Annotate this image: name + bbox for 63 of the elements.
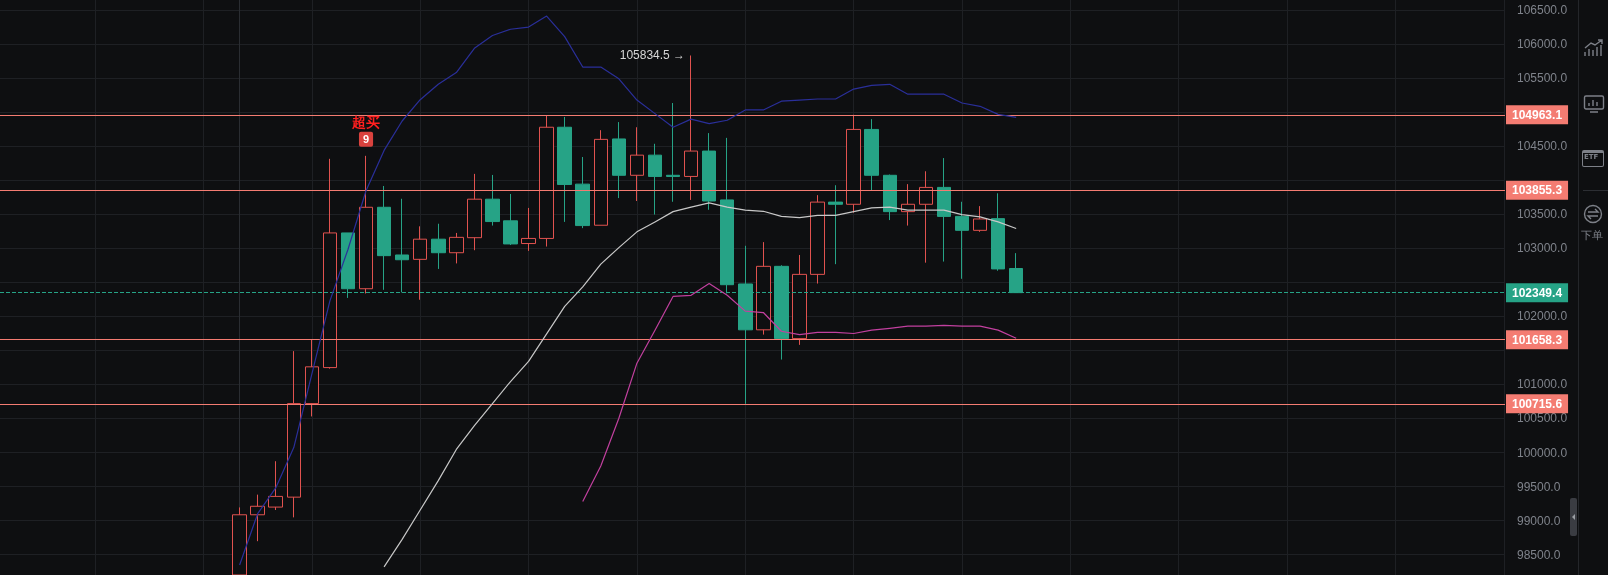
candlestick <box>287 350 301 518</box>
candlestick <box>268 460 283 511</box>
candlestick <box>395 198 409 293</box>
candlestick <box>666 102 680 203</box>
candlestick <box>702 132 716 211</box>
candlestick <box>413 225 427 301</box>
y-tick-label: 105500.0 <box>1517 71 1568 86</box>
y-tick-label: 106000.0 <box>1517 37 1568 52</box>
candlestick <box>756 241 771 336</box>
candlestick <box>250 494 265 542</box>
candlestick <box>864 118 879 192</box>
y-tick-label: 99500.0 <box>1517 479 1561 494</box>
candlestick <box>846 114 861 214</box>
y-tick-label: 103500.0 <box>1517 207 1568 222</box>
annotation: 9 <box>362 133 370 146</box>
candlestick <box>612 121 626 199</box>
candlestick <box>594 129 608 226</box>
candlestick <box>919 170 933 264</box>
candlestick <box>539 115 554 248</box>
y-tick-label: 103000.0 <box>1517 241 1568 256</box>
candlestick <box>973 205 987 233</box>
ref-line-label: 102349.4 <box>1512 285 1563 300</box>
ref-line-label: 103855.3 <box>1512 183 1563 198</box>
candlestick <box>648 143 662 216</box>
candlestick <box>521 207 536 252</box>
candlestick <box>883 174 897 221</box>
candlestick <box>503 193 518 246</box>
candlestick <box>630 126 644 202</box>
candlestick <box>575 156 590 229</box>
candlestick <box>792 254 807 346</box>
y-tick-label: 100500.0 <box>1517 411 1568 426</box>
candlestick <box>359 155 373 294</box>
line-series <box>582 282 1017 503</box>
candlestick <box>828 184 843 265</box>
candlestick <box>431 223 446 270</box>
y-tick-label: 100000.0 <box>1517 445 1568 460</box>
candlestick <box>485 174 500 227</box>
candlestick <box>305 338 319 417</box>
candlestick <box>810 194 825 285</box>
candlestick <box>684 54 698 201</box>
ref-line-label: 104963.1 <box>1512 107 1563 122</box>
candlestick <box>377 185 391 291</box>
y-tick-label: 102000.0 <box>1517 309 1568 324</box>
y-tick-label: 99000.0 <box>1517 513 1561 528</box>
candlestick <box>449 232 464 264</box>
candlestick <box>232 506 247 575</box>
candlestick <box>937 157 951 263</box>
ref-line-label: 100715.6 <box>1512 396 1563 411</box>
candlestick <box>467 173 482 251</box>
candlestick <box>991 192 1005 272</box>
text: 下单 <box>1581 228 1603 243</box>
y-tick-label: 101000.0 <box>1517 377 1568 392</box>
y-tick-label: 106500.0 <box>1517 3 1568 18</box>
annotation: 超买 <box>351 113 381 130</box>
line-series <box>239 15 1017 566</box>
line-series <box>383 202 1017 568</box>
candlestick <box>323 158 337 370</box>
annotation: 105834.5 → <box>619 48 686 63</box>
y-tick-label: 104500.0 <box>1517 139 1568 154</box>
ref-line-label: 101658.3 <box>1512 332 1563 347</box>
y-tick-label: 98500.0 <box>1517 547 1561 562</box>
candlestick <box>955 201 969 280</box>
candlestick <box>557 116 572 223</box>
